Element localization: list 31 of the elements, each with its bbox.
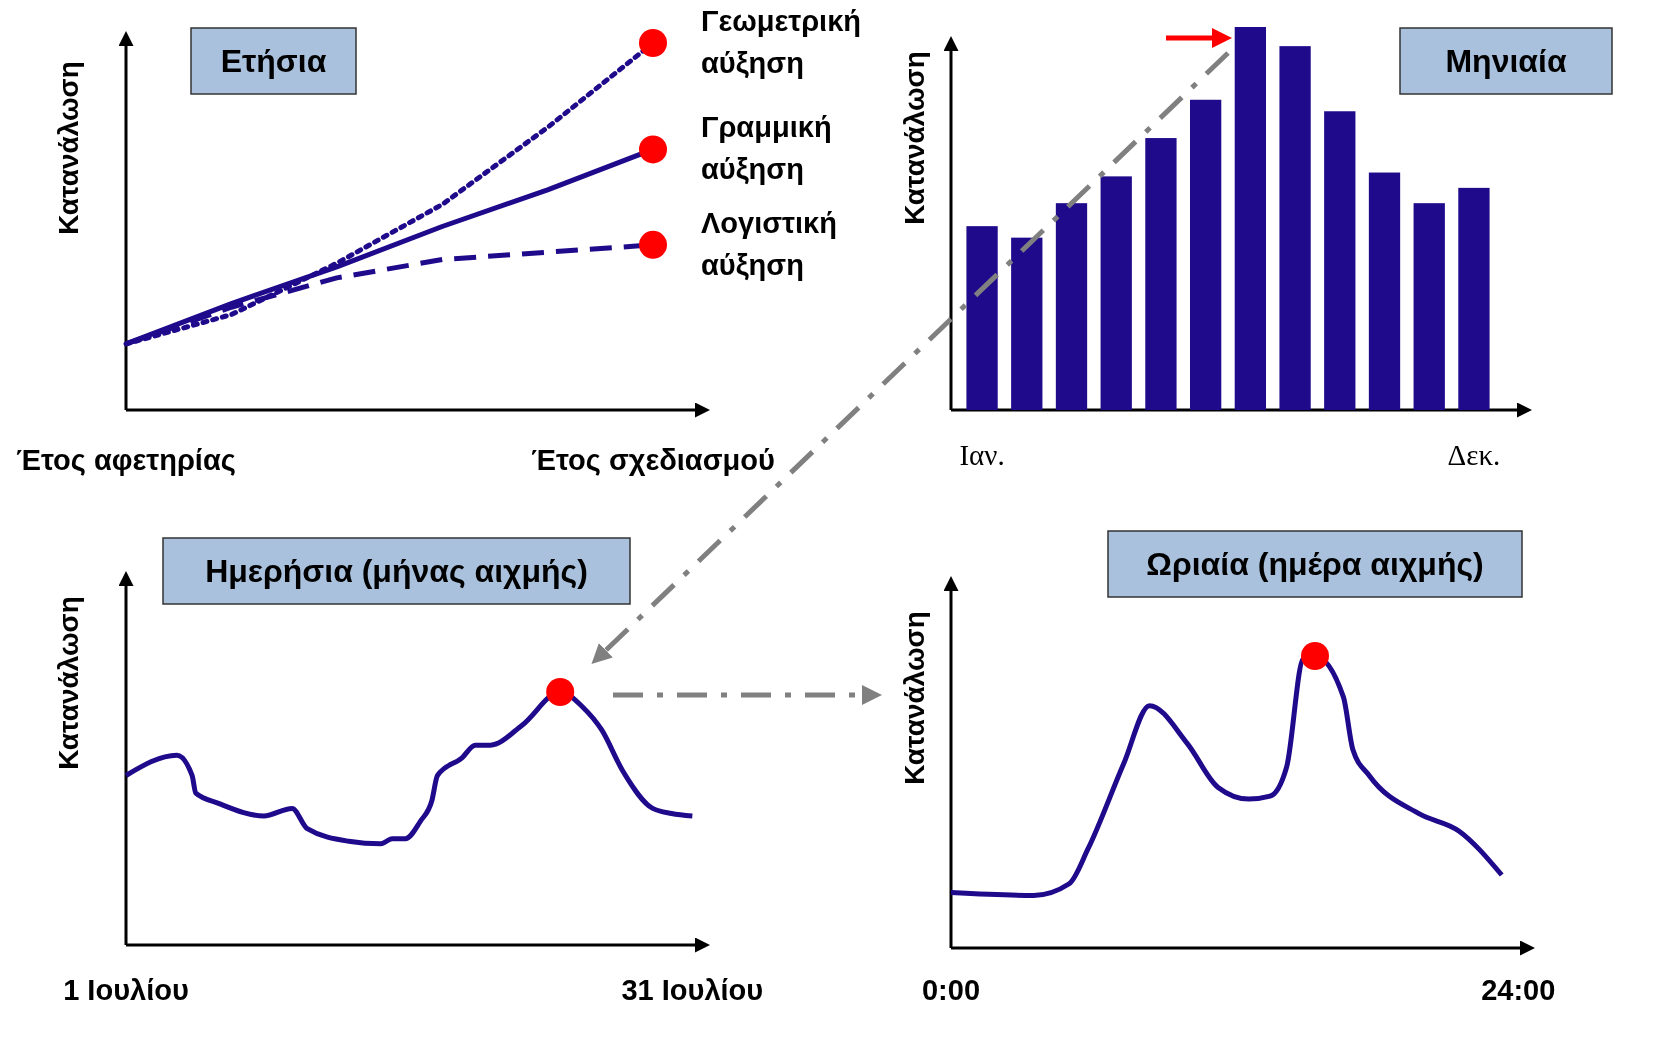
y-axis-title: Κατανάλωση	[899, 51, 930, 225]
bar	[1458, 187, 1490, 410]
x-tick-label: Έτος αφετηρίας	[16, 444, 236, 476]
x-tick-label: 0:00	[921, 974, 981, 1006]
bar	[1100, 176, 1132, 410]
chart-title: Ωριαία (ημέρα αιχμής)	[1146, 546, 1484, 582]
bar	[966, 226, 998, 410]
chart-title: Ημερήσια (μήνας αιχμής)	[205, 553, 588, 589]
x-tick-label: Δεκ.	[1447, 439, 1501, 471]
x-tick-label: 31 Ιουλίου	[621, 974, 764, 1006]
x-tick-label: 1 Ιουλίου	[63, 974, 189, 1006]
x-tick-label: Ιαν.	[959, 439, 1005, 471]
bar	[1413, 203, 1445, 410]
series-label: Λογιστική αύξηση	[701, 206, 837, 281]
bar	[1324, 111, 1356, 410]
bar	[1011, 237, 1043, 410]
x-tick-label: 24:00	[1481, 974, 1556, 1006]
text: Μηνιαία	[1445, 43, 1567, 79]
y-axis-title: Κατανάλωση	[53, 596, 84, 770]
bar	[1368, 172, 1401, 410]
series-label: Γεωμετρική αύξηση	[701, 5, 862, 79]
bar	[1279, 46, 1311, 410]
bar	[1145, 138, 1177, 410]
y-axis-title: Κατανάλωση	[53, 61, 84, 235]
x-tick-label: Έτος σχεδιασμού	[531, 444, 775, 476]
bar	[1234, 27, 1267, 410]
series-label: Γραμμική αύξηση	[701, 111, 832, 186]
chart-title: Ετήσια	[220, 43, 327, 79]
bar	[1055, 203, 1088, 410]
y-axis-title: Κατανάλωση	[899, 611, 930, 785]
bar	[1189, 99, 1222, 410]
